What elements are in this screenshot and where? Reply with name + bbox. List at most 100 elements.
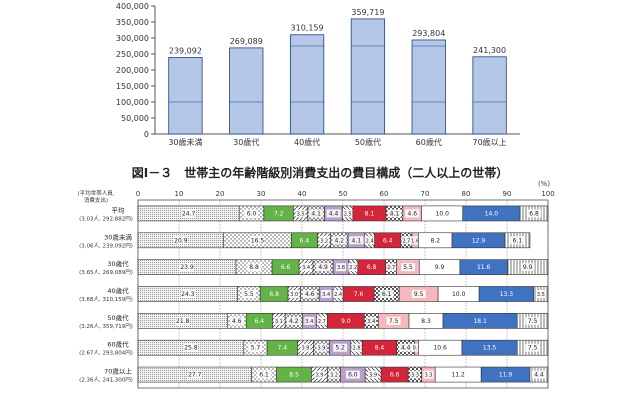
data-label: 20.9 bbox=[174, 237, 188, 244]
x-tick-label: 70 bbox=[421, 190, 430, 198]
data-label: 3.0 bbox=[290, 292, 298, 298]
data-label-bg bbox=[525, 316, 540, 325]
row-sub-label: (2.36人, 241,300円) bbox=[79, 377, 133, 384]
x-tick-label: 80 bbox=[462, 190, 471, 198]
row-sub-label: (3.65人, 269,089円) bbox=[79, 269, 133, 276]
data-label-bg bbox=[295, 209, 306, 218]
data-label-bg bbox=[301, 263, 312, 272]
data-label: 2.7 bbox=[387, 265, 395, 271]
data-label: 3.4 bbox=[302, 265, 310, 271]
data-label-bg bbox=[319, 236, 330, 245]
data-label: 10.0 bbox=[452, 291, 466, 298]
data-label: 6.1 bbox=[259, 372, 269, 379]
x-tick-label: 100 bbox=[541, 190, 554, 198]
data-label: 4.1 bbox=[352, 237, 362, 244]
data-label-bg bbox=[405, 209, 420, 218]
data-label-bg bbox=[433, 343, 448, 352]
row-label: 50歳代 bbox=[107, 313, 129, 322]
y-tick-label: 300,000 bbox=[116, 34, 149, 43]
data-label: 3.9 bbox=[302, 346, 310, 352]
data-label-bg bbox=[241, 290, 256, 298]
bar bbox=[411, 39, 446, 135]
data-label: 4.1 bbox=[390, 210, 400, 217]
y-tick-label: 350,000 bbox=[116, 18, 149, 27]
data-label-bg bbox=[387, 209, 402, 218]
data-label: 3.9 bbox=[369, 373, 377, 379]
data-label-bg bbox=[273, 316, 284, 325]
y-tick-label: 150,000 bbox=[116, 82, 149, 91]
bar bbox=[350, 18, 386, 135]
data-label-bg bbox=[525, 343, 540, 352]
data-label: 21.8 bbox=[176, 318, 190, 325]
data-label: 24.7 bbox=[182, 210, 196, 217]
data-label: 9.5 bbox=[414, 291, 424, 298]
data-label: 6.8 bbox=[529, 210, 539, 217]
data-label: 3.4 bbox=[305, 319, 313, 325]
data-label: 4.1 bbox=[311, 210, 321, 217]
data-label-bg bbox=[435, 209, 450, 218]
data-label: 6.1 bbox=[513, 237, 523, 244]
data-label-bg bbox=[351, 343, 362, 352]
data-label-bg bbox=[520, 263, 535, 272]
data-label: 10.0 bbox=[436, 210, 450, 217]
expenditure-composition-chart: (平均世帯人員,消費支出) (%) 0 10 20 30 40 50 60 70 80 90 100 平均… bbox=[78, 180, 555, 389]
data-label: 4.6 bbox=[408, 210, 418, 217]
data-label: 3.2 bbox=[330, 373, 338, 379]
data-label: 11.9 bbox=[499, 372, 513, 379]
data-label-bg bbox=[183, 343, 198, 352]
x-tick-label: 70歳以上 bbox=[472, 137, 506, 147]
data-label-bg bbox=[527, 209, 542, 218]
row-label: 40歳代 bbox=[107, 286, 129, 295]
bar-value-label: 310,159 bbox=[291, 24, 324, 33]
x-tick-label: 40 bbox=[298, 190, 307, 198]
bar bbox=[472, 56, 507, 135]
data-label-bg bbox=[181, 209, 196, 218]
data-label: 7.5 bbox=[389, 318, 399, 325]
data-label-bg bbox=[316, 316, 327, 325]
bar bbox=[289, 34, 325, 135]
data-label-bg bbox=[300, 343, 311, 352]
data-label: 3.4 bbox=[322, 292, 330, 298]
data-label: 4.9 bbox=[318, 264, 328, 271]
x-tick-label: 60歳代 bbox=[416, 137, 442, 147]
data-label-bg bbox=[398, 343, 413, 352]
data-label: 6.4 bbox=[300, 237, 310, 244]
data-label: 4.6 bbox=[305, 291, 315, 298]
data-label-bg bbox=[401, 236, 412, 245]
row-label: 70歳以上 bbox=[104, 367, 132, 376]
x-tick-label: 30歳代 bbox=[233, 137, 259, 147]
data-label-bg bbox=[409, 370, 420, 379]
data-label: 14.0 bbox=[485, 210, 499, 217]
data-label: 8.8 bbox=[249, 264, 259, 271]
data-label-bg bbox=[321, 290, 332, 298]
data-label: 2.5 bbox=[344, 211, 352, 217]
x-tick-label: 40歳代 bbox=[294, 137, 320, 147]
chart-title: 図Ⅰ－３ 世帯主の年齢階級別消費支出の費目構成（二人以上の世帯） bbox=[132, 165, 508, 180]
x-tick-label: 60 bbox=[380, 190, 389, 198]
data-label: 7.2 bbox=[274, 210, 284, 217]
data-label-bg bbox=[411, 343, 422, 352]
x-tick-label: 10 bbox=[175, 190, 184, 198]
data-label: 23.9 bbox=[180, 264, 194, 271]
data-label: 3.1 bbox=[275, 319, 283, 325]
data-label-bg bbox=[286, 316, 301, 325]
data-label: 8.3 bbox=[421, 318, 431, 325]
data-label-bg bbox=[379, 290, 394, 298]
data-label-bg bbox=[328, 370, 339, 379]
data-label-bg bbox=[349, 236, 364, 245]
data-label-bg bbox=[348, 263, 359, 272]
data-label: 27.7 bbox=[188, 372, 202, 379]
data-label-bg bbox=[309, 209, 324, 218]
data-label-bg bbox=[386, 263, 397, 272]
data-label: 11.2 bbox=[452, 372, 466, 379]
data-label: 5.5 bbox=[403, 264, 413, 271]
data-label: 3.5 bbox=[297, 211, 305, 217]
x-tick-label: 20 bbox=[216, 190, 225, 198]
x-tick-label: 90 bbox=[503, 190, 512, 198]
data-label-bg bbox=[326, 209, 341, 218]
data-label: 9.0 bbox=[341, 318, 351, 325]
data-label: 6.0 bbox=[247, 210, 257, 217]
bar-value-label: 359,719 bbox=[351, 8, 384, 17]
data-label: 6.1 bbox=[382, 291, 392, 298]
data-label-bg bbox=[180, 290, 195, 298]
